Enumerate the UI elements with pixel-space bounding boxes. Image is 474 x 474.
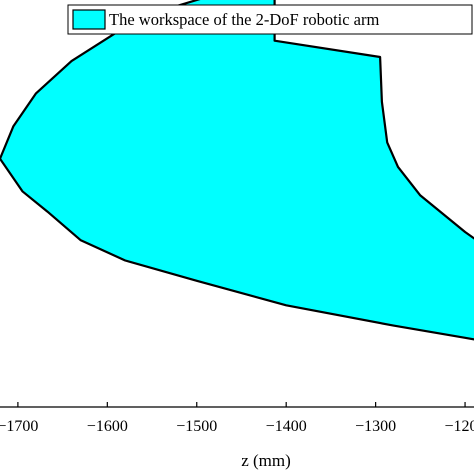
- x-tick-label: −1200: [445, 418, 474, 435]
- x-tick-label: −1600: [87, 418, 128, 435]
- x-tick-label: −1300: [355, 418, 396, 435]
- legend: The workspace of the 2-DoF robotic arm: [67, 4, 473, 35]
- legend-box: [67, 4, 473, 35]
- legend-swatch: [72, 9, 106, 30]
- x-axis: −1700 −1600 −1500 −1400 −1300 −1200: [0, 402, 474, 435]
- x-tick-label: −1700: [0, 418, 38, 435]
- workspace-region: [0, 0, 474, 341]
- x-tick-label: −1400: [266, 418, 307, 435]
- legend-entry-label: The workspace of the 2-DoF robotic arm: [109, 10, 379, 29]
- x-tick-label: −1500: [176, 418, 217, 435]
- x-axis-label: z (mm): [241, 451, 291, 470]
- plot-area: [0, 0, 474, 341]
